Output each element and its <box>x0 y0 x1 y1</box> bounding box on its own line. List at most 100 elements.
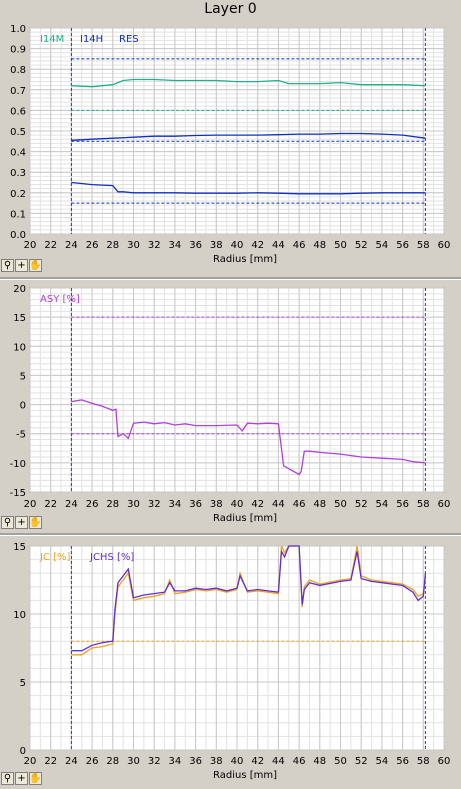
x-tick-label: 50 <box>334 756 347 767</box>
y-tick-label: 0.7 <box>10 86 26 97</box>
series-line-0 <box>71 78 426 88</box>
y-tick-label: 0 <box>20 401 26 412</box>
zoom-icon[interactable]: ⚲ <box>1 772 14 785</box>
x-tick-label: 20 <box>24 756 37 767</box>
x-tick-label: 28 <box>106 756 119 767</box>
x-tick-label: 36 <box>189 240 202 251</box>
x-tick-label: 22 <box>44 240 57 251</box>
plus-icon[interactable]: + <box>15 259 28 272</box>
x-tick-label: 44 <box>272 499 285 510</box>
chart-toolbar: ⚲ + ✋ <box>1 516 42 529</box>
x-tick-label: 36 <box>189 499 202 510</box>
x-tick-label: 24 <box>65 499 78 510</box>
x-tick-label: 36 <box>189 756 202 767</box>
chart-top: 0.0 0.1 0.2 0.3 0.4 0.5 0.6 0.7 0.8 0.9 1.0 20 22 24 2… <box>10 24 450 265</box>
chart-panel-bottom: 0 5 10 15 20 22 24 26 28 30 32 34 36 38 40 42 44 46 48 50 52… <box>0 536 461 789</box>
x-tick-label: 30 <box>127 499 140 510</box>
x-tick-label: 60 <box>438 499 451 510</box>
y-tick-label: 0.1 <box>10 209 26 220</box>
x-tick-label: 46 <box>293 756 306 767</box>
x-tick-label: 26 <box>86 499 99 510</box>
y-tick-label: 0.2 <box>10 189 26 200</box>
hand-icon[interactable]: ✋ <box>29 516 42 529</box>
x-tick-label: 60 <box>438 756 451 767</box>
x-tick-label: 50 <box>334 240 347 251</box>
legend-entry: I14M <box>40 34 64 45</box>
y-tick-label: 0.8 <box>10 65 26 76</box>
x-tick-label: 42 <box>251 499 264 510</box>
y-tick-label: 0.6 <box>10 106 26 117</box>
x-tick-label: 20 <box>24 499 37 510</box>
plus-icon[interactable]: + <box>15 772 28 785</box>
x-tick-label: 50 <box>334 499 347 510</box>
x-tick-label: 54 <box>376 756 389 767</box>
x-tick-label: 34 <box>169 240 182 251</box>
legend-entry: JC [%] <box>39 552 71 563</box>
x-tick-label: 28 <box>106 240 119 251</box>
legend-entry: RES <box>119 34 139 45</box>
hand-icon[interactable]: ✋ <box>29 772 42 785</box>
panel-divider <box>0 277 461 280</box>
x-tick-label: 52 <box>355 499 368 510</box>
y-tick-label: 15 <box>13 542 26 553</box>
x-tick-label: 32 <box>148 240 161 251</box>
x-tick-label: 48 <box>313 240 326 251</box>
hand-icon[interactable]: ✋ <box>29 259 42 272</box>
x-tick-label: 54 <box>376 240 389 251</box>
x-tick-label: 48 <box>313 499 326 510</box>
y-tick-label: 15 <box>13 313 26 324</box>
series-line-0 <box>71 545 427 656</box>
x-tick-label: 40 <box>231 756 244 767</box>
chart-panel-middle: -15 -10 -5 0 5 10 15 20 20 22 24 26 28 30 32 34 36 38 40 42… <box>0 280 461 532</box>
y-tick-label: -10 <box>10 459 26 470</box>
y-tick-label: 10 <box>13 342 26 353</box>
x-tick-label: 58 <box>417 499 430 510</box>
y-tick-label: -15 <box>10 488 26 499</box>
x-tick-label: 30 <box>127 756 140 767</box>
y-tick-label: 1.0 <box>10 24 26 35</box>
grid-minor <box>29 545 445 751</box>
grid-minor <box>29 287 445 493</box>
y-tick-label: 0.9 <box>10 45 26 56</box>
x-tick-label: 52 <box>355 756 368 767</box>
y-tick-label: -5 <box>16 430 26 441</box>
x-tick-label: 26 <box>86 240 99 251</box>
x-tick-label: 56 <box>396 240 409 251</box>
x-tick-label: 54 <box>376 499 389 510</box>
x-tick-label: 38 <box>210 756 223 767</box>
x-tick-label: 52 <box>355 240 368 251</box>
x-tick-label: 40 <box>231 240 244 251</box>
x-tick-label: 44 <box>272 240 285 251</box>
y-tick-label: 20 <box>13 284 26 295</box>
x-tick-label: 34 <box>169 756 182 767</box>
x-tick-label: 30 <box>127 240 140 251</box>
window-title: Layer 0 <box>204 1 257 17</box>
x-tick-label: 32 <box>148 756 161 767</box>
zoom-icon[interactable]: ⚲ <box>1 259 14 272</box>
x-tick-label: 20 <box>24 240 37 251</box>
series-line-1 <box>71 132 426 141</box>
x-tick-label: 56 <box>396 499 409 510</box>
y-tick-label: 5 <box>20 371 26 382</box>
x-tick-label: 58 <box>417 240 430 251</box>
x-tick-label: 24 <box>65 756 78 767</box>
x-tick-label: 46 <box>293 240 306 251</box>
chart-bottom: 0 5 10 15 20 22 24 26 28 30 32 34 36 38 40 42 44 46 48 50 52… <box>13 542 451 781</box>
chart-panel-top: 0.0 0.1 0.2 0.3 0.4 0.5 0.6 0.7 0.8 0.9 1.0 20 22 24 2… <box>0 18 461 276</box>
x-tick-label: 26 <box>86 756 99 767</box>
y-tick-label: 0.3 <box>10 168 26 179</box>
y-tick-label: 10 <box>13 610 26 621</box>
legend-entry: ASY [%] <box>40 294 80 305</box>
zoom-icon[interactable]: ⚲ <box>1 516 14 529</box>
chart-middle: -15 -10 -5 0 5 10 15 20 20 22 24 26 28 30 32 34 36 38 40 42… <box>10 284 451 524</box>
x-tick-label: 40 <box>231 499 244 510</box>
x-tick-label: 22 <box>44 756 57 767</box>
x-axis-title: Radius [mm] <box>213 254 277 265</box>
y-tick-label: 5 <box>20 678 26 689</box>
x-tick-label: 38 <box>210 499 223 510</box>
y-tick-label: 0 <box>20 746 26 757</box>
x-tick-label: 44 <box>272 756 285 767</box>
plus-icon[interactable]: + <box>15 516 28 529</box>
x-tick-label: 42 <box>251 756 264 767</box>
y-tick-label: 0.0 <box>10 230 26 241</box>
